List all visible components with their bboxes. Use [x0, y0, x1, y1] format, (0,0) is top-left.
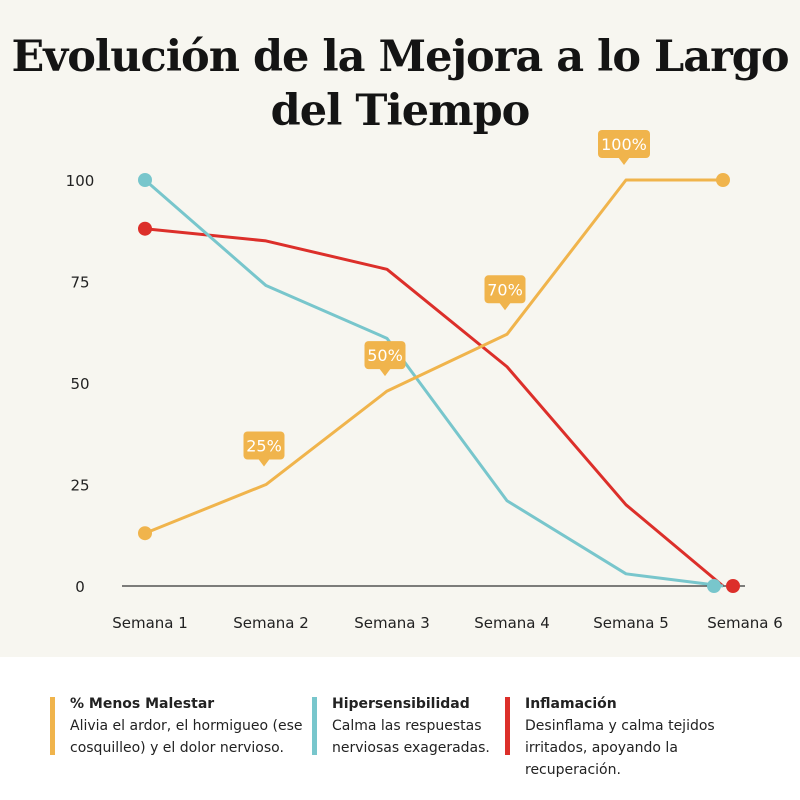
data-point: [138, 173, 152, 187]
data-label: 50%: [367, 346, 403, 365]
x-tick-label: Semana 5: [593, 614, 669, 632]
data-point: [138, 221, 152, 236]
data-label-pointer: [258, 458, 270, 467]
x-tick-label: Semana 6: [707, 614, 783, 632]
y-tick-label: 0: [75, 578, 85, 596]
data-label-pointer: [618, 157, 630, 165]
chart-title: Evolución de la Mejora a lo Largo del Ti…: [11, 32, 789, 136]
x-tick-label: Semana 3: [354, 614, 430, 632]
data-label-bubble: [598, 130, 650, 158]
series-line-2: [144, 227, 724, 588]
x-tick-label: Semana 4: [474, 614, 550, 632]
x-tick-label: Semana 1: [112, 614, 188, 632]
legend-text: Alivia el ardor, el hormigueo (ese cosqu…: [70, 718, 303, 756]
y-tick-label: 25: [70, 477, 89, 495]
x-tick-label: Semana 2: [233, 614, 309, 632]
data-point: [726, 579, 740, 593]
series-line-0: [144, 178, 723, 535]
data-label-bubble: [484, 275, 526, 304]
legend-text: Calma las respuestas nerviosas exagerada…: [332, 718, 490, 756]
legend-text: Desinflama y calma tejidos irritados, ap…: [525, 718, 715, 778]
legend-item-inflamacion: Inflamación Desinflama y calma tejidos i…: [505, 693, 755, 781]
series-line-1: [144, 178, 724, 588]
legend-swatch: [50, 697, 55, 755]
data-label-pointer: [499, 302, 511, 311]
data-label: 70%: [487, 280, 523, 299]
legend-item-menos-malestar: % Menos Malestar Alivia el ardor, el hor…: [50, 693, 310, 759]
y-tick-label: 75: [70, 274, 89, 292]
legend-swatch: [312, 697, 317, 755]
data-point: [707, 579, 721, 593]
line-chart: 0 25 50 75 100 Semana 1 Semana 2 Semana 3 Semana…: [66, 130, 783, 632]
data-label: 25%: [246, 437, 282, 456]
legend-swatch: [505, 697, 510, 755]
legend-title: Inflamación: [525, 696, 617, 712]
y-tick-label: 100: [66, 172, 95, 190]
data-point: [716, 173, 730, 187]
data-label-pointer: [379, 368, 391, 377]
legend-item-hipersensibilidad: Hipersensibilidad Calma las respuestas n…: [312, 693, 510, 759]
data-label: 100%: [601, 135, 647, 154]
data-label-bubble: [243, 431, 285, 460]
legend: % Menos Malestar Alivia el ardor, el hor…: [0, 657, 800, 800]
legend-title: % Menos Malestar: [70, 696, 215, 712]
data-label-bubble: [364, 341, 406, 370]
data-point: [138, 526, 152, 541]
legend-title: Hipersensibilidad: [332, 696, 470, 712]
y-tick-label: 50: [70, 375, 89, 393]
